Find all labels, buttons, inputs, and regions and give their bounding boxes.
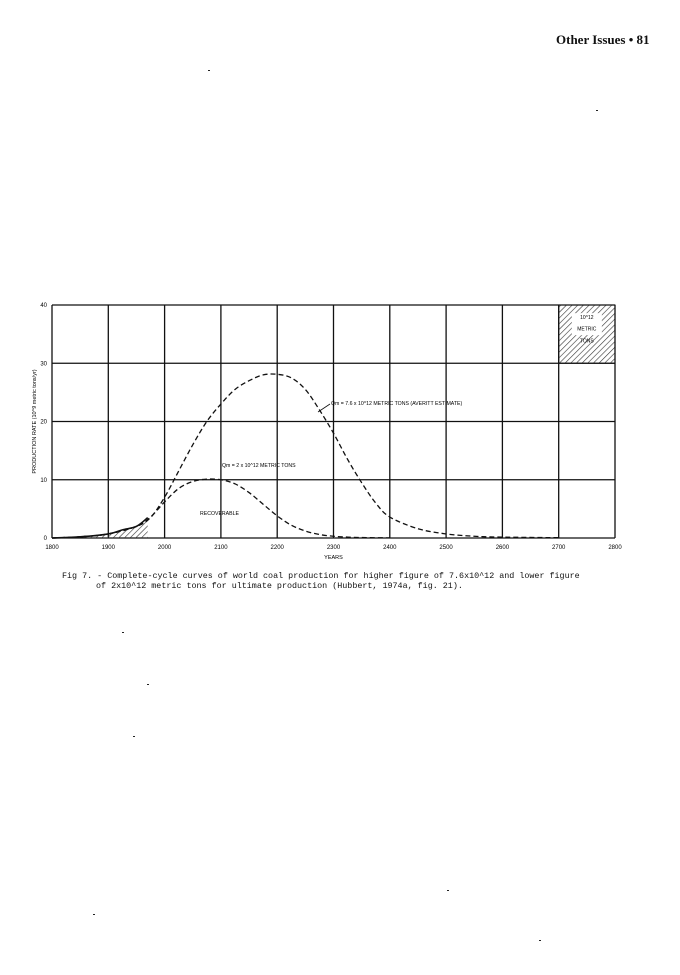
x-tick-label: 2300 — [327, 545, 341, 551]
x-tick-label: 2600 — [496, 545, 510, 551]
scale-label-line: 10^12 — [580, 315, 594, 321]
x-tick-label: 2200 — [271, 545, 285, 551]
scale-label-line: METRIC — [577, 327, 597, 333]
historical-production-area — [52, 517, 148, 538]
figure-caption: Fig 7. - Complete-cycle curves of world … — [62, 571, 622, 591]
y-axis-label: PRODUCTION RATE (10^9 metric tons/yr) — [32, 369, 38, 473]
annotation-leader-line — [317, 403, 331, 413]
y-tick-label: 10 — [40, 478, 47, 484]
caption-line-2: of 2x10^12 metric tons for ultimate prod… — [96, 581, 463, 591]
scan-speck — [93, 914, 95, 915]
y-tick-label: 30 — [40, 361, 47, 367]
scan-speck — [133, 736, 135, 737]
series-line-2 — [51, 478, 390, 539]
y-tick-label: 40 — [40, 303, 47, 309]
scan-speck — [447, 890, 449, 891]
scale-label-backing — [571, 313, 602, 336]
page-header: Other Issues • 81 — [556, 32, 650, 47]
annotation-lower-curve: Qm = 2 x 10^12 METRIC TONS — [222, 463, 296, 469]
scan-speck — [122, 632, 124, 633]
x-tick-label: 2000 — [158, 545, 172, 551]
annotation-upper-curve: Qm = 7.6 x 10^12 METRIC TONS (AVERITT ES… — [331, 401, 463, 407]
scan-speck — [147, 684, 149, 685]
x-tick-label: 1900 — [102, 545, 116, 551]
scan-speck — [208, 70, 210, 71]
x-tick-label: 2400 — [383, 545, 397, 551]
annotations: Qm = 7.6 x 10^12 METRIC TONS (AVERITT ES… — [200, 313, 602, 517]
y-tick-label: 0 — [44, 536, 48, 542]
y-tick-label: 20 — [40, 420, 47, 426]
series-lines — [51, 373, 559, 539]
x-tick-label: 2800 — [608, 545, 622, 551]
x-tick-label: 2500 — [439, 545, 453, 551]
annotation-recoverable: RECOVERABLE — [200, 511, 239, 517]
scan-speck — [539, 940, 541, 941]
scale-label-line: TONS — [580, 338, 594, 344]
x-axis-label: YEARS — [324, 555, 343, 561]
x-tick-label: 2700 — [552, 545, 566, 551]
caption-line-1: Fig 7. - Complete-cycle curves of world … — [62, 571, 580, 581]
x-tick-label: 2100 — [214, 545, 228, 551]
series-line-1 — [51, 373, 559, 539]
x-tick-label: 1800 — [45, 545, 59, 551]
series-line-3 — [51, 516, 149, 539]
grid — [51, 304, 616, 539]
tick-labels: 1800 1900 2000 2100 2200 2300 2400 2500 2600 2700… — [32, 303, 622, 561]
scan-speck — [596, 110, 598, 111]
